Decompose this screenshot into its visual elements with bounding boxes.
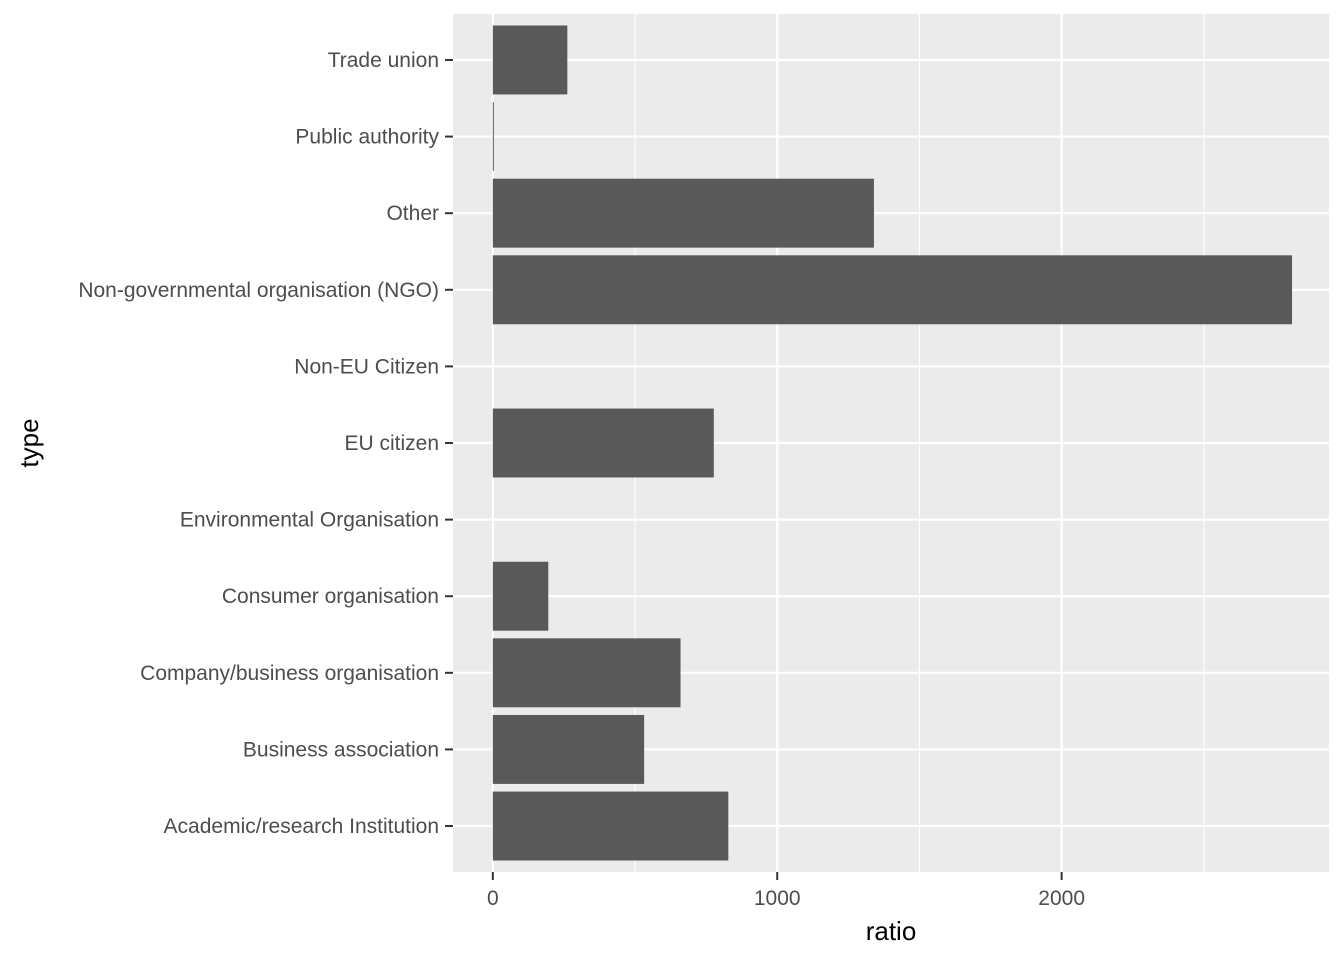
bar (492, 561, 549, 631)
y-tick-label: Consumer organisation (222, 585, 439, 608)
bar (492, 791, 729, 861)
bar (492, 638, 681, 708)
y-axis-title: type (14, 418, 44, 467)
bar (492, 714, 645, 784)
y-tick-label: Non-governmental organisation (NGO) (78, 279, 439, 302)
x-axis-title: ratio (866, 916, 917, 946)
bar (492, 408, 714, 478)
y-tick-label: Academic/research Institution (164, 815, 439, 838)
y-axis: Academic/research Institution Business as… (78, 49, 453, 838)
y-tick-label: EU citizen (344, 432, 439, 455)
y-tick-label: Company/business organisation (140, 662, 439, 685)
x-tick-label: 1000 (754, 887, 801, 910)
bar (492, 255, 1293, 325)
bars (492, 25, 1293, 861)
bar (492, 178, 874, 248)
y-tick-label: Public authority (295, 126, 439, 149)
x-tick-label: 0 (487, 887, 499, 910)
bar (492, 102, 494, 172)
y-tick-label: Trade union (328, 49, 439, 72)
y-tick-label: Non-EU Citizen (294, 355, 439, 378)
x-axis: 0 1000 2000 (487, 872, 1085, 910)
y-tick-label: Business association (243, 738, 439, 761)
bar (492, 25, 568, 95)
x-tick-label: 2000 (1038, 887, 1085, 910)
y-tick-label: Other (386, 202, 439, 225)
y-tick-label: Environmental Organisation (180, 509, 439, 532)
